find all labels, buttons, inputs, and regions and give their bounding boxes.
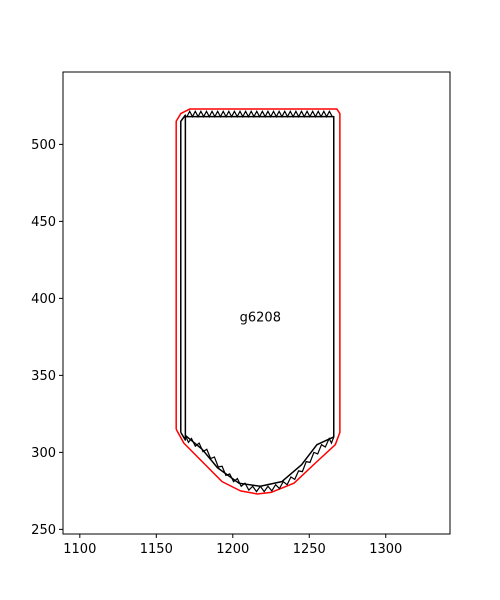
y-tick-label-350: 350 [31, 369, 56, 384]
y-axis: 250 300 350 400 450 500 [31, 138, 63, 538]
x-axis: 1100 1150 1200 1250 1300 [63, 534, 402, 557]
series-line-1 [180, 114, 187, 441]
y-tick-label-250: 250 [31, 523, 56, 538]
x-tick-label-1200: 1200 [216, 542, 249, 557]
y-tick-label-400: 400 [31, 292, 56, 307]
series-line-2 [184, 115, 335, 488]
x-tick-label-1100: 1100 [63, 542, 96, 557]
y-tick-label-300: 300 [31, 446, 56, 461]
series-line-0 [175, 108, 341, 495]
x-tick-label-1250: 1250 [293, 542, 326, 557]
annotations: g6208 [240, 310, 281, 325]
y-tick-label-450: 450 [31, 215, 56, 230]
plot-area [175, 108, 341, 495]
y-tick-label-500: 500 [31, 138, 56, 153]
x-tick-label-1300: 1300 [369, 542, 402, 557]
annotation-label: g6208 [240, 310, 281, 325]
x-tick-label-1150: 1150 [140, 542, 173, 557]
axes-frame [62, 71, 451, 535]
teeth-top [186, 109, 333, 118]
teeth-bottom [184, 435, 335, 493]
